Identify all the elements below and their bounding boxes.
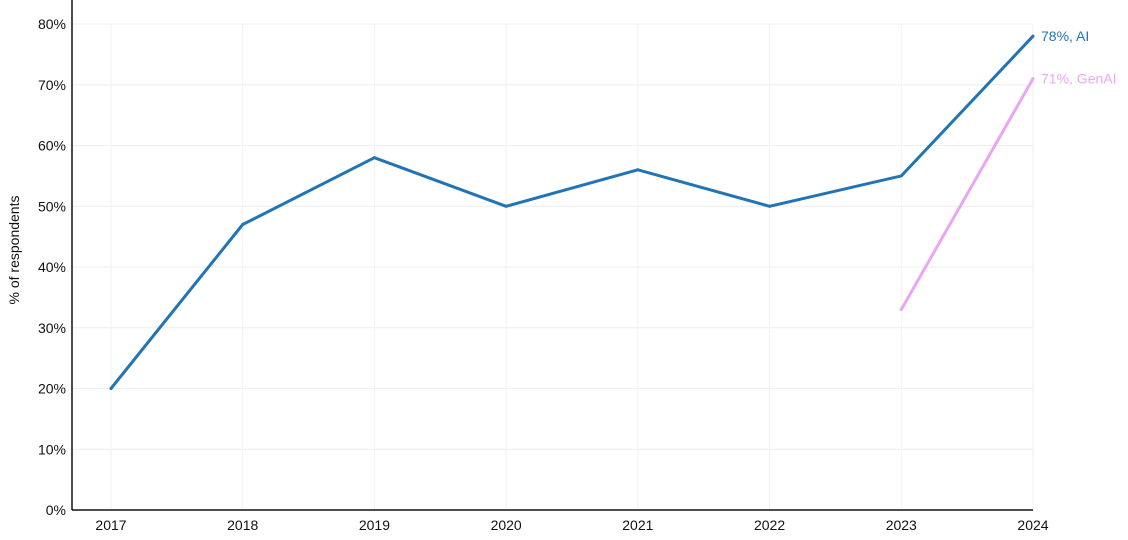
data-point-ai bbox=[504, 204, 508, 208]
data-point-ai bbox=[899, 174, 903, 178]
series-line-ai bbox=[109, 34, 1035, 390]
end-label-genai: 71%, GenAI bbox=[1041, 71, 1117, 87]
grid-lines bbox=[72, 23, 1034, 510]
y-tick-labels: 0% 10% 20% 30% 40% 50% 60% 70% 80% bbox=[38, 16, 66, 518]
y-axis-title: % of respondents bbox=[6, 196, 22, 305]
y-tick-label: 50% bbox=[38, 198, 66, 214]
y-tick-label: 70% bbox=[38, 77, 66, 93]
x-tick-label: 2020 bbox=[491, 517, 522, 533]
end-labels: 78%, AI 71%, GenAI bbox=[1041, 28, 1117, 87]
x-tick-label: 2018 bbox=[227, 517, 258, 533]
x-tick-label: 2017 bbox=[95, 517, 126, 533]
x-tick-label: 2024 bbox=[1017, 517, 1048, 533]
end-label-ai: 78%, AI bbox=[1041, 28, 1089, 44]
series-line-genai bbox=[899, 77, 1035, 311]
data-point-ai bbox=[768, 204, 772, 208]
y-tick-label: 20% bbox=[38, 381, 66, 397]
series bbox=[109, 34, 1035, 390]
y-tick-label: 10% bbox=[38, 441, 66, 457]
y-tick-label: 0% bbox=[46, 502, 66, 518]
x-tick-label: 2023 bbox=[886, 517, 917, 533]
data-point-genai bbox=[899, 308, 903, 312]
x-tick-label: 2019 bbox=[359, 517, 390, 533]
data-point-ai bbox=[109, 387, 113, 390]
x-tick-labels: 2017 2018 2019 2020 2021 2022 2023 2024 bbox=[95, 517, 1048, 533]
axes bbox=[71, 0, 1033, 511]
data-point-ai bbox=[372, 156, 376, 160]
y-tick-label: 30% bbox=[38, 320, 66, 336]
data-point-ai bbox=[636, 168, 640, 172]
x-tick-label: 2021 bbox=[622, 517, 653, 533]
data-point-ai bbox=[241, 222, 245, 226]
data-point-ai bbox=[1031, 34, 1035, 38]
data-point-genai bbox=[1031, 77, 1035, 81]
y-tick-label: 60% bbox=[38, 138, 66, 154]
x-tick-label: 2022 bbox=[754, 517, 785, 533]
y-tick-label: 40% bbox=[38, 259, 66, 275]
y-tick-label: 80% bbox=[38, 16, 66, 32]
